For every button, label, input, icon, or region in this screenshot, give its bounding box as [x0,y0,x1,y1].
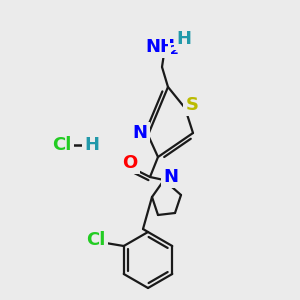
Text: N: N [164,168,178,186]
Text: Cl: Cl [52,136,72,154]
Text: H: H [85,136,100,154]
Text: Cl: Cl [86,231,105,249]
Text: N: N [133,124,148,142]
Text: 2: 2 [169,44,178,58]
Text: NH: NH [145,38,175,56]
Text: H: H [176,30,191,48]
Text: O: O [122,154,138,172]
Text: S: S [185,96,199,114]
